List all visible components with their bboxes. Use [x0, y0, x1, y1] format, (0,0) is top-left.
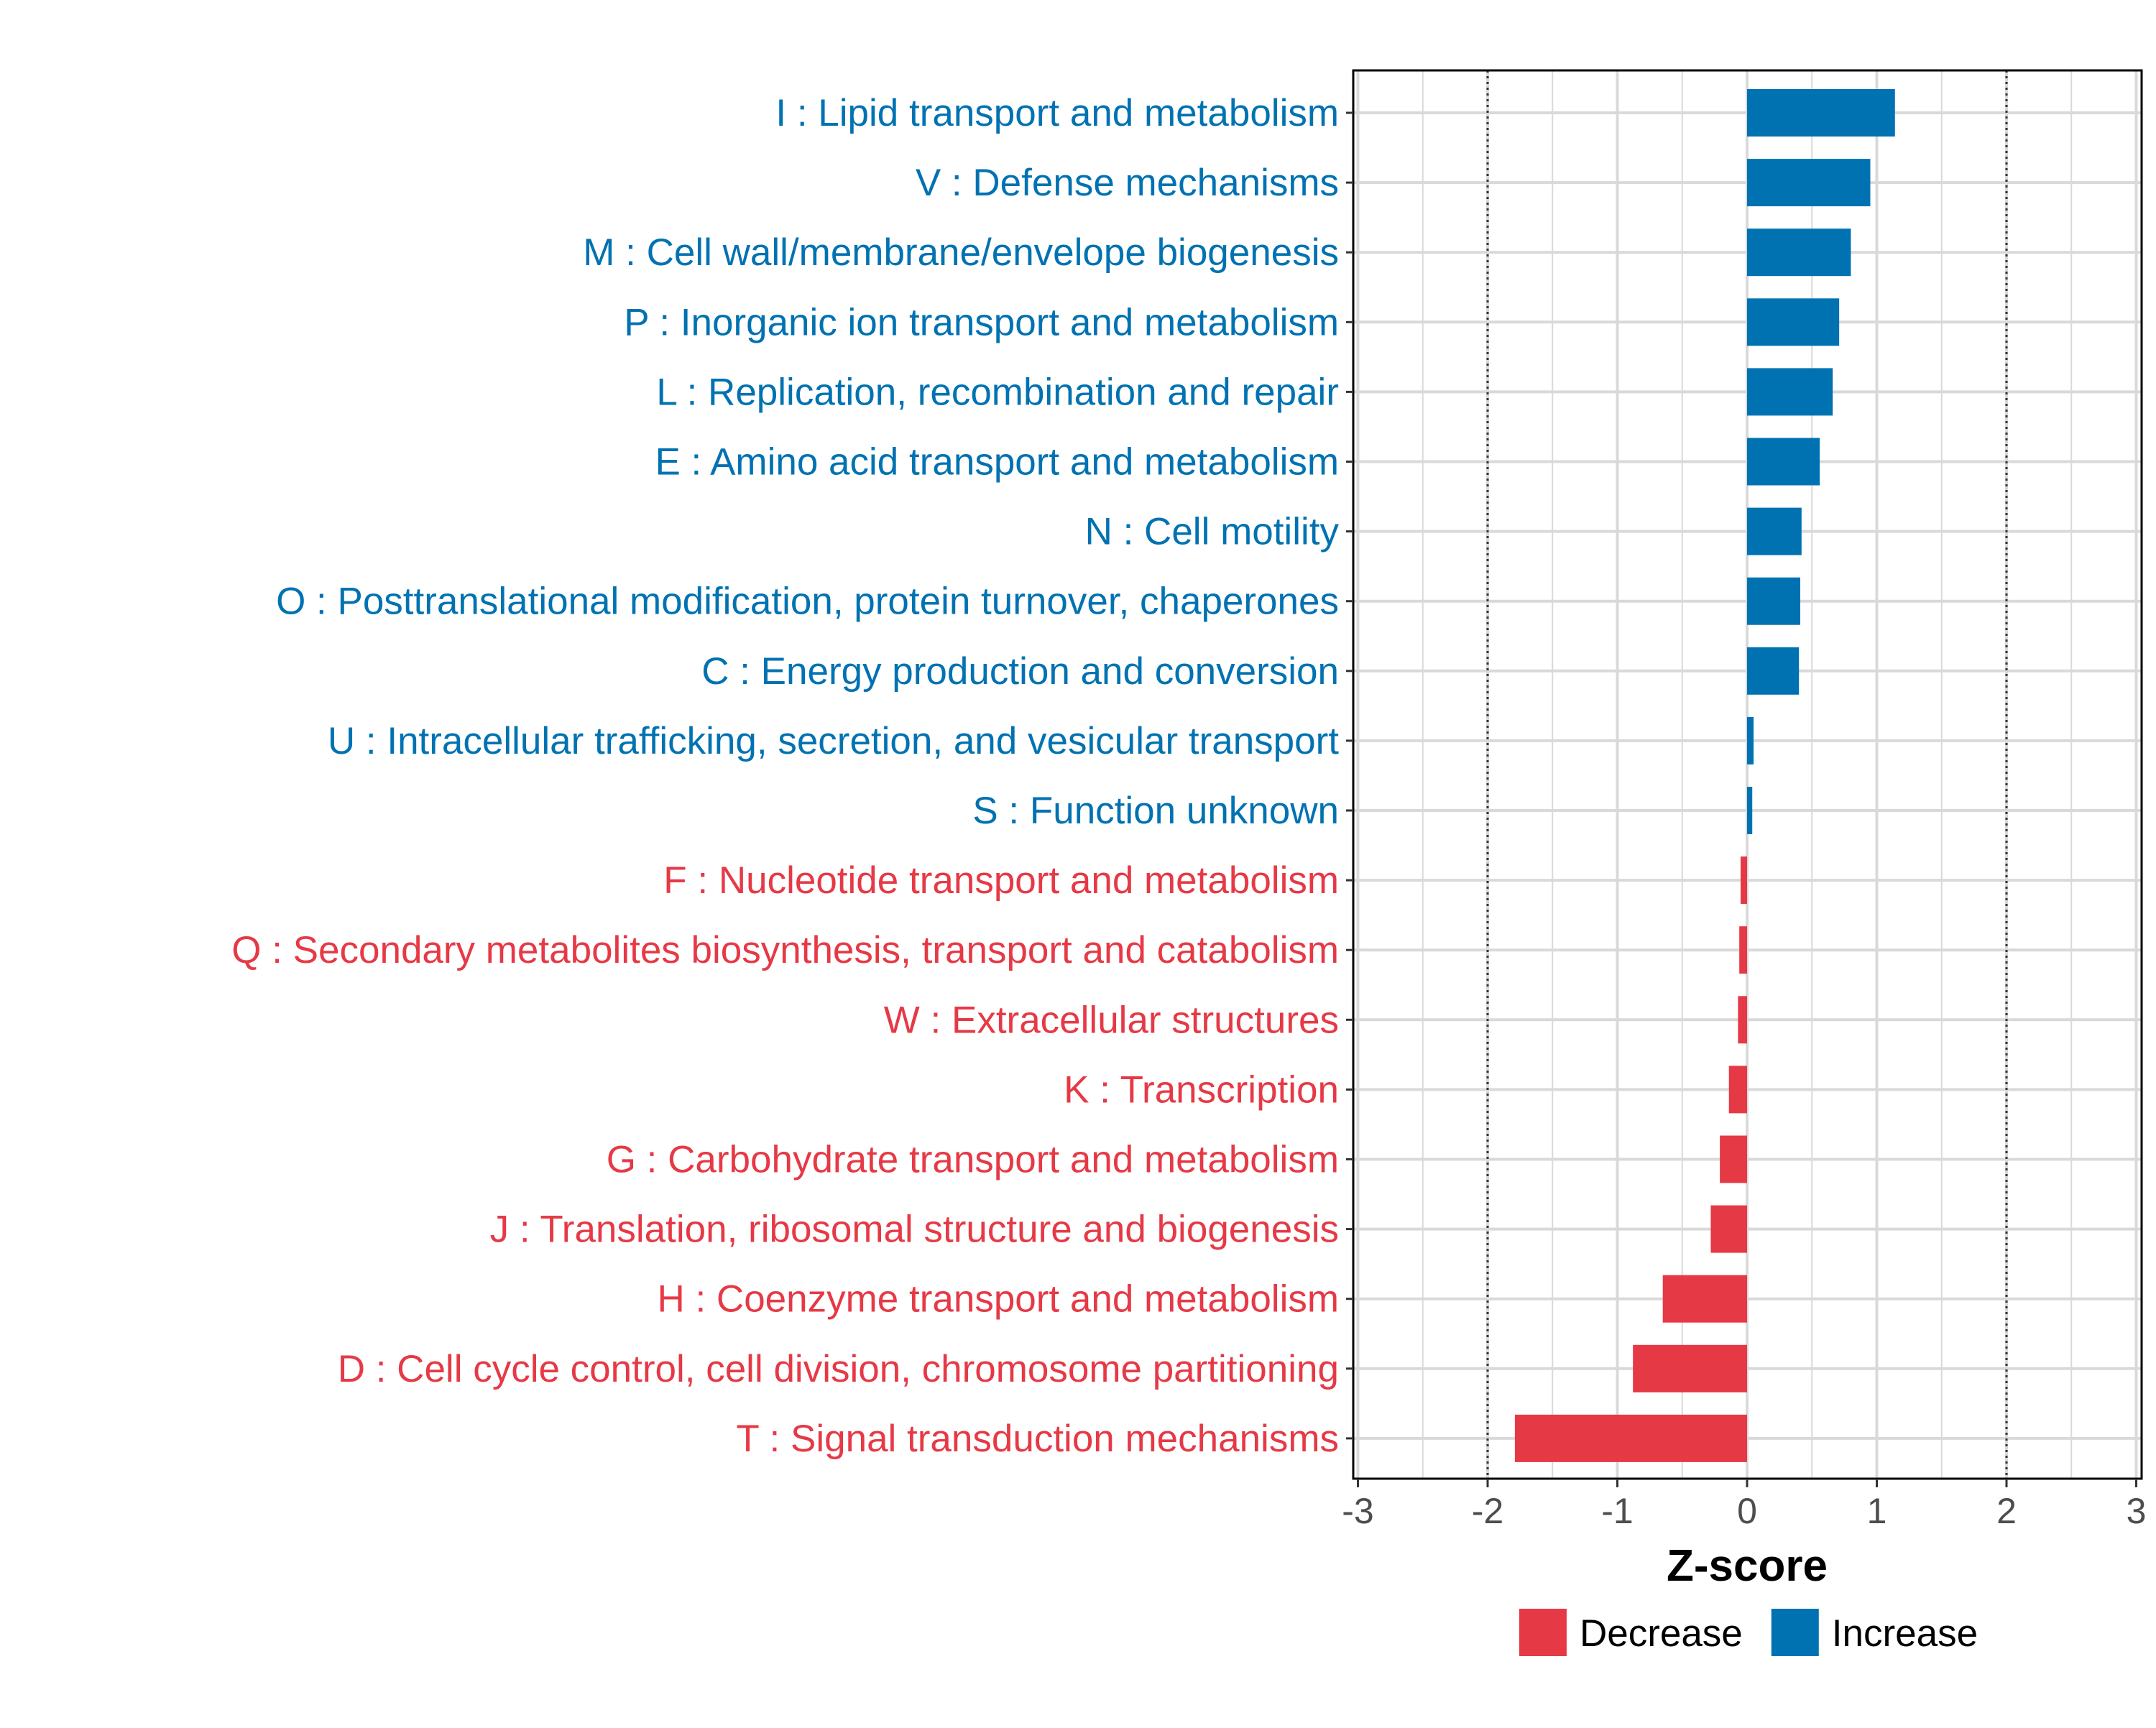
bar — [1747, 577, 1801, 625]
bar — [1747, 716, 1754, 764]
legend-label-increase: Increase — [1832, 1612, 1978, 1655]
category-label: P : Inorganic ion transport and metaboli… — [624, 301, 1339, 343]
category-label: O : Posttranslational modification, prot… — [276, 581, 1339, 623]
category-label: F : Nucleotide transport and metabolism — [663, 859, 1339, 902]
x-tick-label: 0 — [1737, 1491, 1757, 1531]
category-label: T : Signal transduction mechanisms — [736, 1418, 1339, 1460]
x-tick-label: -3 — [1342, 1491, 1373, 1531]
bar — [1514, 1414, 1747, 1462]
x-tick-label: 2 — [1996, 1491, 2017, 1531]
x-tick-label: -1 — [1601, 1491, 1633, 1531]
bar — [1747, 368, 1833, 416]
category-label: I : Lipid transport and metabolism — [775, 92, 1339, 134]
category-label: D : Cell cycle control, cell division, c… — [338, 1348, 1339, 1390]
legend: Decrease Increase — [1519, 1609, 1978, 1656]
category-label: C : Energy production and conversion — [701, 650, 1339, 693]
x-tick-label: 1 — [1867, 1491, 1887, 1531]
bar — [1720, 1135, 1747, 1183]
category-label: L : Replication, recombination and repai… — [656, 371, 1339, 413]
legend-key-increase — [1771, 1609, 1819, 1656]
category-label: U : Intracellular trafficking, secretion… — [328, 720, 1339, 762]
bar — [1747, 787, 1753, 834]
category-label: S : Function unknown — [972, 790, 1339, 832]
category-label: N : Cell motility — [1085, 511, 1340, 553]
bar — [1747, 228, 1851, 277]
bar — [1747, 159, 1871, 207]
bar — [1728, 1066, 1747, 1114]
bar — [1747, 507, 1802, 555]
x-axis: -3 -2 -1 0 1 2 3 — [1342, 1479, 2146, 1531]
category-label: H : Coenzyme transport and metabolism — [657, 1278, 1339, 1321]
bar — [1738, 996, 1747, 1044]
category-label: V : Defense mechanisms — [916, 162, 1339, 204]
legend-key-decrease — [1519, 1609, 1567, 1656]
category-label: Q : Secondary metabolites biosynthesis, … — [231, 929, 1339, 971]
threshold-lines — [1486, 70, 2008, 1479]
category-label: K : Transcription — [1064, 1068, 1339, 1111]
bar — [1710, 1205, 1747, 1253]
y-tick-marks — [1346, 111, 1353, 1440]
category-labels: I : Lipid transport and metabolism V : De… — [231, 92, 1339, 1460]
category-label: M : Cell wall/membrane/envelope biogenes… — [583, 231, 1339, 274]
bar — [1747, 89, 1895, 137]
bar — [1633, 1344, 1747, 1392]
category-label: G : Carbohydrate transport and metabolis… — [607, 1139, 1339, 1181]
bar — [1739, 926, 1747, 974]
x-tick-label: -2 — [1472, 1491, 1503, 1531]
bars — [1514, 89, 1895, 1462]
x-tick-label: 3 — [2127, 1491, 2147, 1531]
category-label: W : Extracellular structures — [884, 999, 1339, 1041]
bar — [1747, 438, 1820, 486]
bar — [1747, 647, 1800, 695]
bar — [1747, 298, 1840, 346]
category-label: E : Amino acid transport and metabolism — [655, 441, 1339, 484]
bar — [1662, 1275, 1747, 1323]
bar — [1740, 856, 1747, 905]
legend-label-decrease: Decrease — [1580, 1612, 1743, 1655]
x-axis-title: Z-score — [1667, 1541, 1828, 1591]
category-label: J : Translation, ribosomal structure and… — [490, 1209, 1339, 1251]
